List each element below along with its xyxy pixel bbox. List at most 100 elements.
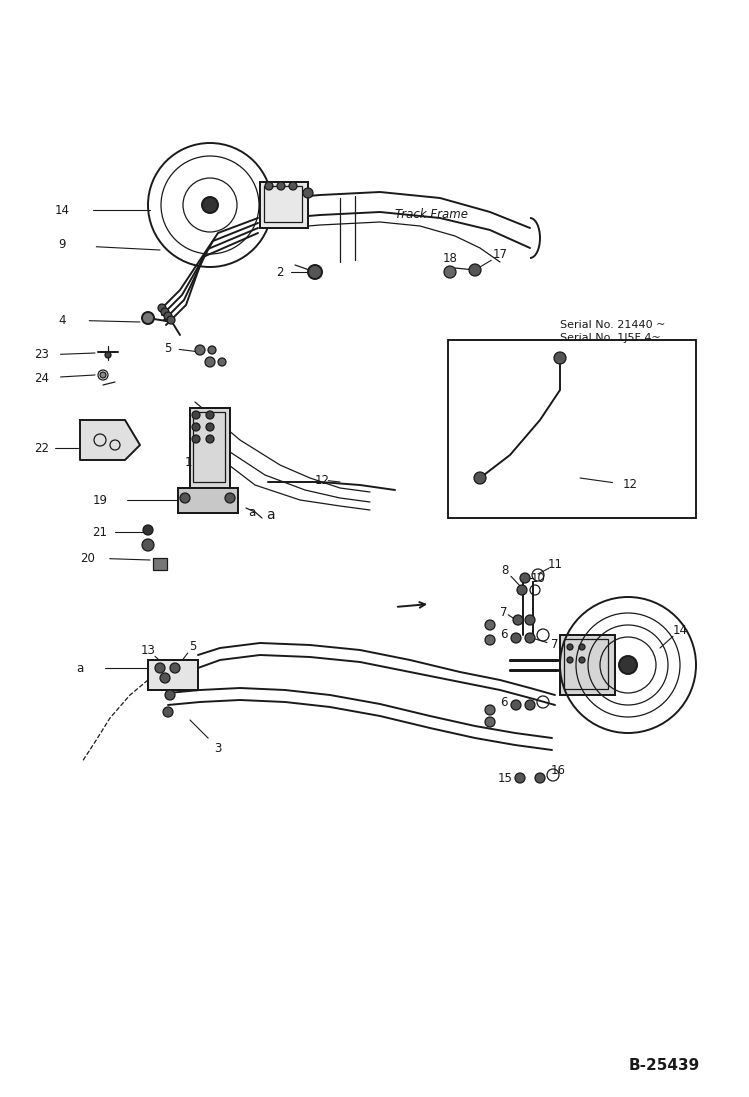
Circle shape [158,304,166,312]
Circle shape [554,352,566,364]
Text: 6: 6 [500,697,508,710]
Circle shape [469,264,481,276]
Text: B-25439: B-25439 [628,1058,700,1073]
Text: 14: 14 [55,204,70,216]
Circle shape [289,182,297,190]
Text: 12: 12 [622,478,637,491]
Text: 21: 21 [92,525,108,539]
Circle shape [180,493,190,504]
Circle shape [163,706,173,717]
Circle shape [192,436,200,443]
Circle shape [165,690,175,700]
Circle shape [567,644,573,651]
Text: 22: 22 [34,441,49,454]
Bar [193,412,225,482]
Bar [190,408,230,488]
Circle shape [155,663,165,672]
Text: 14: 14 [673,623,688,636]
Circle shape [206,411,214,419]
Circle shape [225,493,235,504]
Text: a: a [249,506,255,519]
Circle shape [485,620,495,630]
Circle shape [265,182,273,190]
Bar [448,340,696,518]
Text: 7: 7 [500,606,508,619]
Circle shape [143,525,153,535]
Bar [260,182,308,228]
Circle shape [105,352,111,358]
Circle shape [525,633,535,643]
Circle shape [161,308,169,316]
Bar [264,186,302,222]
Circle shape [195,344,205,355]
Polygon shape [80,420,140,460]
Text: 13: 13 [141,644,156,656]
Text: 15: 15 [497,771,512,784]
Text: 3: 3 [214,742,222,755]
Text: 19: 19 [92,494,108,507]
Bar [178,488,238,513]
Circle shape [205,357,215,367]
Circle shape [579,657,585,663]
Bar [153,558,167,570]
Text: 7: 7 [551,638,559,652]
Text: 18: 18 [443,251,458,264]
Bar [148,660,198,690]
Text: 24: 24 [34,372,49,385]
Text: 1: 1 [184,455,192,468]
Circle shape [164,312,172,320]
Circle shape [192,411,200,419]
Bar [560,635,615,695]
Text: 16: 16 [551,764,565,777]
Circle shape [170,663,180,672]
Bar [178,488,238,513]
Text: 20: 20 [81,552,95,565]
Circle shape [485,717,495,727]
Circle shape [192,423,200,431]
Circle shape [567,657,573,663]
Circle shape [277,182,285,190]
Text: a: a [76,661,84,675]
Text: 17: 17 [493,249,508,261]
Circle shape [535,773,545,783]
Circle shape [517,585,527,595]
Circle shape [619,656,637,674]
Text: 12: 12 [315,474,330,486]
Bar [260,182,308,228]
Circle shape [515,773,525,783]
Text: 11: 11 [548,558,562,572]
Circle shape [142,312,154,324]
Text: 2: 2 [276,265,284,279]
Text: 6: 6 [500,629,508,642]
Text: Track Frame: Track Frame [395,208,468,222]
Circle shape [142,539,154,551]
Text: Serial No. 1J5F 4~: Serial No. 1J5F 4~ [560,333,661,343]
Circle shape [511,633,521,643]
Circle shape [202,197,218,213]
Circle shape [579,644,585,651]
Circle shape [513,615,523,625]
Text: 5: 5 [164,341,172,354]
Bar [564,638,608,689]
Text: 5: 5 [189,640,197,653]
Text: 4: 4 [58,314,66,327]
Text: 9: 9 [58,238,66,251]
Circle shape [485,635,495,645]
Circle shape [511,700,521,710]
Bar [148,660,198,690]
Circle shape [167,316,175,324]
Circle shape [218,358,226,366]
Text: 10: 10 [530,572,545,585]
Circle shape [160,672,170,683]
Circle shape [474,472,486,484]
Text: 23: 23 [34,349,49,362]
Circle shape [303,188,313,197]
Circle shape [485,705,495,715]
Circle shape [100,372,106,378]
Text: a: a [266,508,274,522]
Circle shape [206,436,214,443]
Circle shape [308,265,322,279]
Circle shape [525,700,535,710]
Bar [560,635,615,695]
Bar [190,408,230,488]
